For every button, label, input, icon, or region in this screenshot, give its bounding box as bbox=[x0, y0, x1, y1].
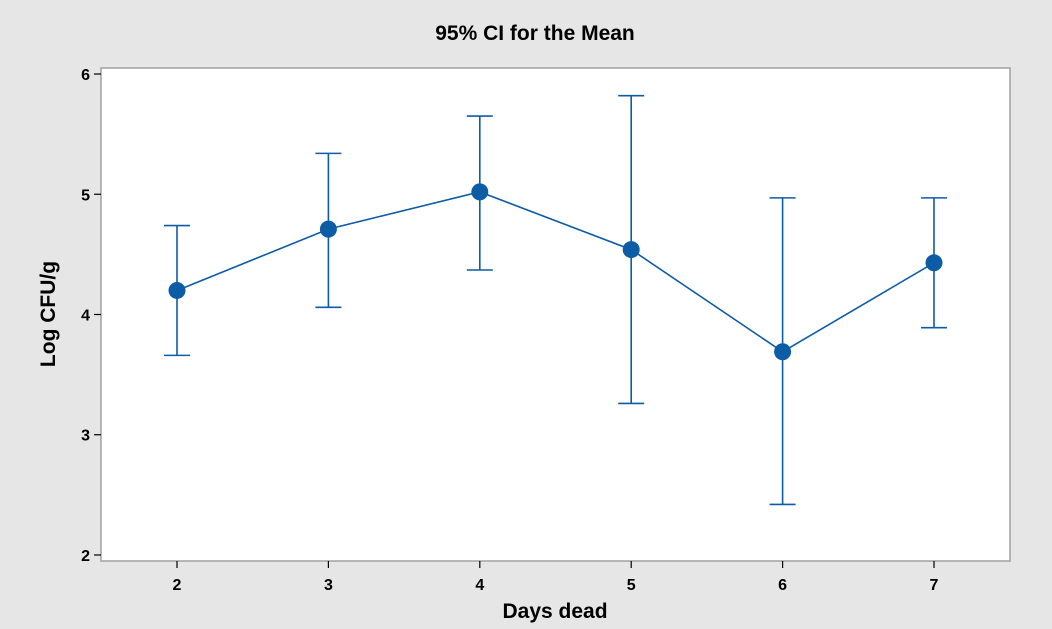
data-point bbox=[168, 281, 186, 299]
x-tick-label: 2 bbox=[173, 577, 182, 594]
x-tick-label: 6 bbox=[778, 577, 787, 594]
y-tick-label: 6 bbox=[81, 67, 90, 84]
data-point bbox=[471, 183, 489, 201]
data-point bbox=[319, 220, 337, 238]
y-tick-label: 2 bbox=[81, 548, 90, 565]
data-point bbox=[622, 241, 640, 259]
y-axis: 2 3 4 5 6 bbox=[81, 67, 101, 565]
y-tick-label: 3 bbox=[81, 428, 90, 445]
y-tick-label: 4 bbox=[81, 308, 90, 325]
series-line bbox=[176, 191, 935, 353]
x-tick-label: 5 bbox=[627, 577, 636, 594]
x-tick-label: 3 bbox=[324, 577, 333, 594]
x-axis: 2 3 4 5 6 7 bbox=[173, 561, 939, 594]
plot-area bbox=[100, 67, 1011, 562]
x-axis-label: Days dead bbox=[502, 600, 607, 623]
data-point bbox=[774, 343, 792, 361]
y-axis-label: Log CFU/g bbox=[37, 261, 60, 367]
x-tick-label: 7 bbox=[930, 577, 939, 594]
data-point bbox=[925, 254, 943, 272]
data-points bbox=[168, 183, 943, 361]
x-tick-label: 4 bbox=[475, 577, 484, 594]
y-tick-label: 5 bbox=[81, 187, 90, 204]
chart-title: 95% CI for the Mean bbox=[435, 22, 635, 45]
